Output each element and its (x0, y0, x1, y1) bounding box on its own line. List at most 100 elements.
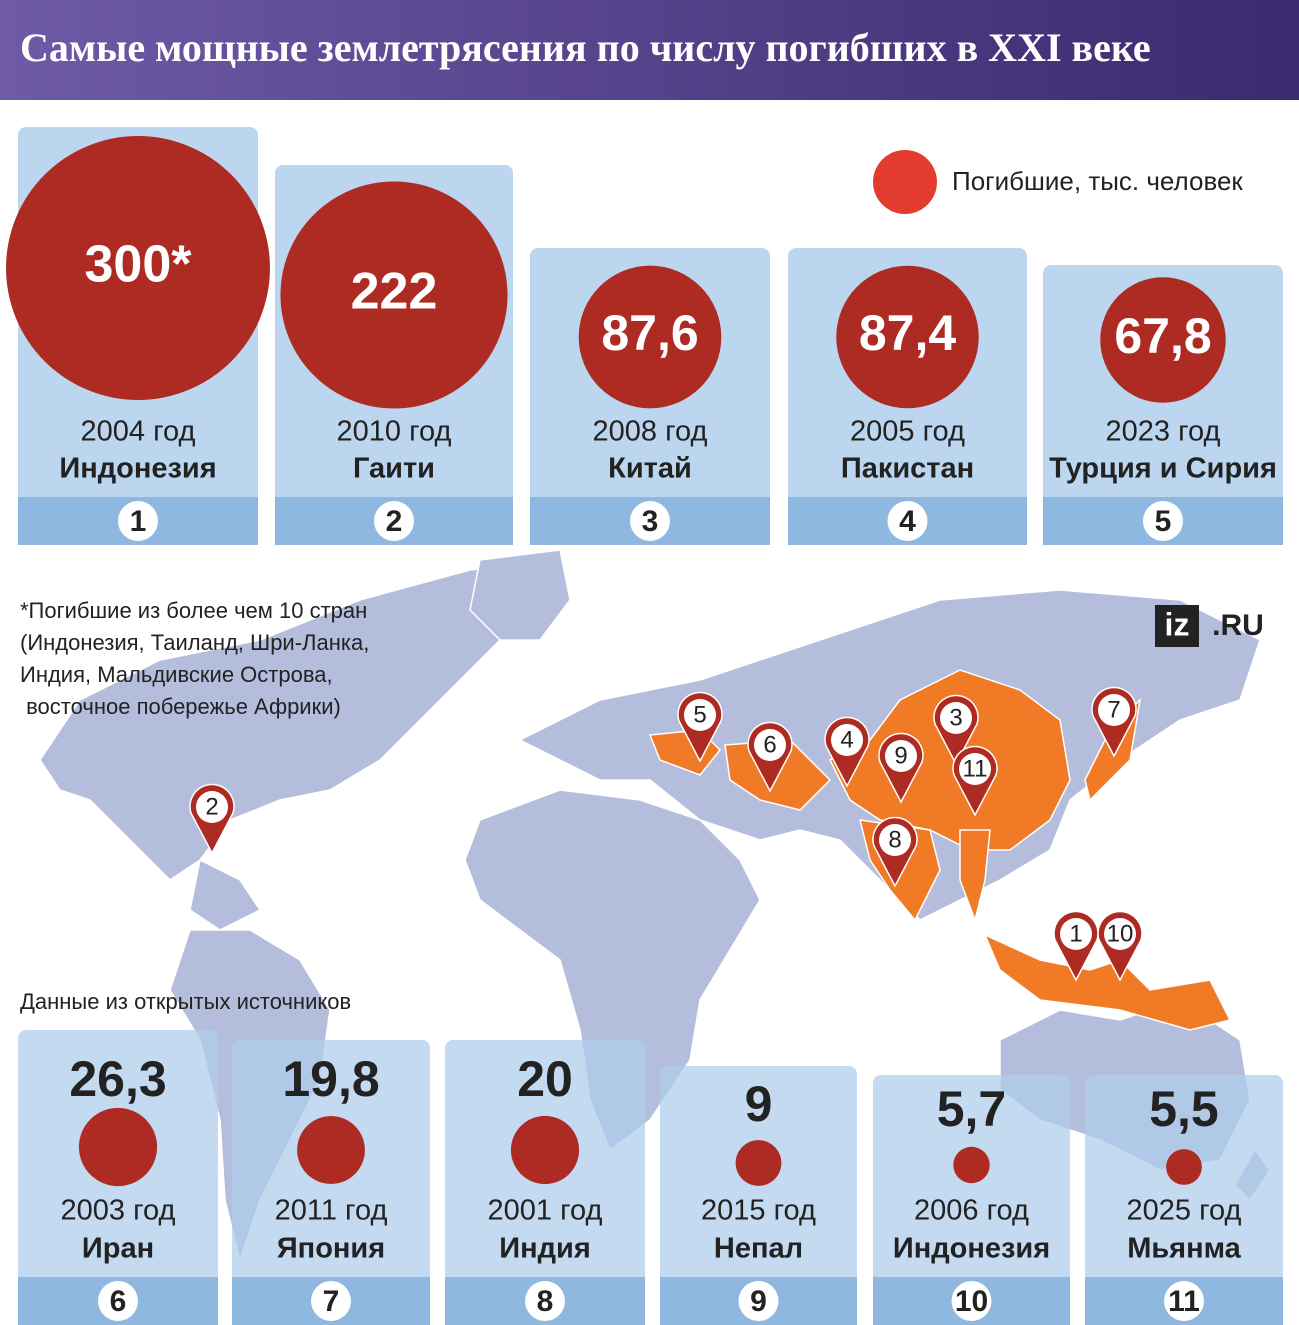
deaths-circle (735, 1140, 782, 1186)
deaths-circle (1100, 277, 1226, 403)
rank: 5 (1155, 505, 1172, 538)
map-pin-dot (684, 699, 716, 731)
footnote-line: Индия, Мальдивские Острова, (20, 662, 333, 687)
year: 2003 год (61, 1195, 176, 1227)
deaths-label: 67,8 (1114, 308, 1211, 364)
rank-badge (738, 1281, 779, 1321)
deaths-circle (510, 1115, 580, 1185)
deaths-circle (953, 1146, 990, 1184)
deaths-label: 19,8 (282, 1051, 379, 1107)
deaths-circle (297, 1116, 365, 1184)
year: 2001 год (488, 1195, 603, 1227)
country: Япония (277, 1233, 385, 1265)
deaths-label: 5,7 (937, 1081, 1007, 1137)
footnote-line: восточное побережье Африки) (20, 694, 341, 719)
year: 2004 год (81, 416, 196, 448)
country: Китай (608, 453, 692, 485)
rank-badge (951, 1281, 992, 1321)
map-pin-dot (885, 740, 917, 772)
country: Непал (714, 1233, 803, 1265)
year: 2006 год (914, 1195, 1029, 1227)
rank: 10 (955, 1285, 988, 1318)
footnote-line: *Погибшие из более чем 10 стран (20, 598, 367, 623)
country: Гаити (353, 453, 435, 485)
rank-badge (525, 1281, 565, 1321)
map-pin-label: 6 (763, 731, 776, 758)
map-pin-label: 11 (963, 755, 988, 782)
rank: 8 (537, 1285, 554, 1318)
country: Индия (499, 1233, 591, 1265)
rank-badge (630, 501, 670, 541)
deaths-circle (578, 265, 722, 409)
logo-brand: iz (1165, 606, 1190, 642)
deaths-label: 9 (745, 1076, 773, 1132)
year: 2015 год (701, 1195, 816, 1227)
country: Пакистан (841, 453, 974, 485)
year: 2010 год (337, 416, 452, 448)
year: 2025 год (1127, 1195, 1242, 1227)
rank: 11 (1168, 1285, 1200, 1318)
deaths-label: 222 (351, 263, 438, 321)
deaths-label: 300* (85, 236, 193, 294)
map-pin-label: 3 (949, 704, 962, 731)
deaths-circle (6, 136, 270, 400)
map-pin-dot (831, 724, 863, 756)
map-pin-label: 7 (1107, 696, 1120, 723)
country: Турция и Сирия (1049, 453, 1277, 485)
rank-badge (1164, 1281, 1204, 1321)
rank: 1 (130, 505, 147, 538)
deaths-label: 5,5 (1149, 1081, 1219, 1137)
deaths-label: 87,4 (859, 305, 957, 361)
year: 2008 год (593, 416, 708, 448)
rank-badge (118, 501, 158, 541)
logo-box (1155, 605, 1199, 647)
map-pin-label: 5 (693, 701, 706, 728)
map-pin-label: 4 (840, 726, 853, 753)
map-pin-dot (1098, 694, 1130, 726)
legend-label: Погибшие, тыс. человек (952, 166, 1243, 196)
year: 2023 год (1106, 416, 1221, 448)
logo-domain: .RU (1212, 609, 1264, 642)
header-bar (0, 0, 1299, 100)
deaths-circle (280, 181, 508, 409)
rank: 7 (323, 1285, 340, 1318)
year: 2011 год (275, 1195, 388, 1227)
title: Самые мощные землетрясения по числу поги… (20, 25, 1151, 70)
deaths-circle (1166, 1149, 1202, 1185)
map-pin-label: 9 (894, 742, 907, 769)
map-pin-dot (754, 729, 786, 761)
deaths-circle (836, 265, 979, 409)
map-pin-dot (940, 702, 972, 734)
source-note: Данные из открытых источников (20, 989, 351, 1014)
country: Индонезия (893, 1233, 1050, 1265)
rank: 9 (750, 1285, 767, 1318)
map-pin-dot (1104, 918, 1136, 950)
map-pin-dot (196, 791, 228, 823)
map-pin-dot (1060, 918, 1092, 950)
rank-badge (887, 501, 928, 541)
map-pin-label: 8 (888, 826, 901, 853)
deaths-label: 20 (517, 1051, 573, 1107)
rank: 2 (386, 505, 403, 538)
rank-badge (1143, 501, 1183, 541)
rank-badge (98, 1281, 138, 1321)
deaths-label: 26,3 (69, 1051, 166, 1107)
year: 2005 год (850, 416, 965, 448)
country: Индонезия (59, 453, 216, 485)
rank-badge (374, 501, 414, 541)
rank: 6 (110, 1285, 127, 1318)
country: Мьянма (1127, 1233, 1241, 1265)
card (1085, 1075, 1283, 1325)
map-pin-label: 2 (205, 793, 218, 820)
deaths-label: 87,6 (601, 305, 698, 361)
card (873, 1075, 1070, 1325)
map-pin-dot (959, 753, 991, 785)
map-pin-dot (879, 824, 911, 856)
country: Иран (82, 1233, 154, 1265)
card (660, 1066, 857, 1325)
rank: 3 (642, 505, 659, 538)
rank-badge (311, 1281, 351, 1321)
map-pin-label: 10 (1107, 920, 1134, 947)
footnote-line: (Индонезия, Таиланд, Шри-Ланка, (20, 630, 369, 655)
